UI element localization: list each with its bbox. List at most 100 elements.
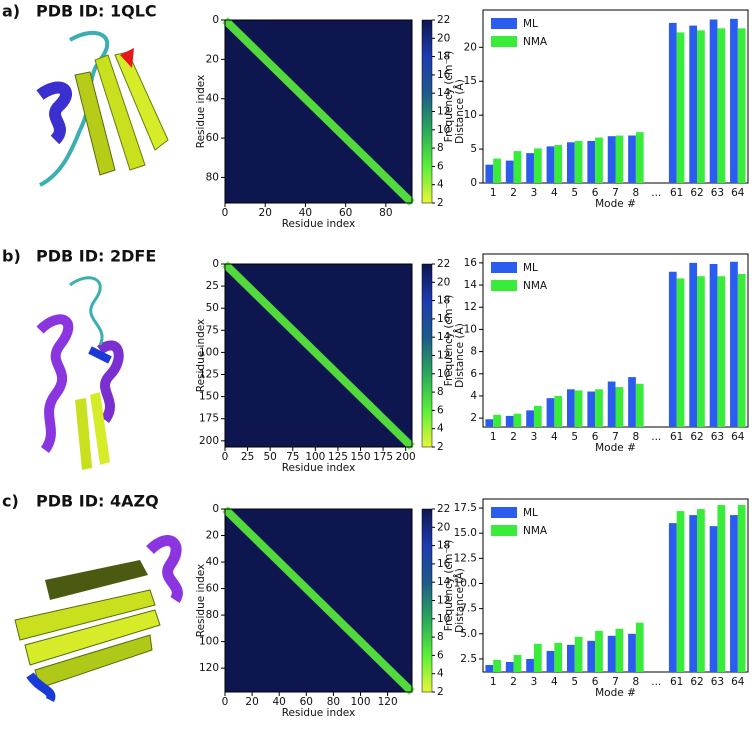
x-tick-label: 0 — [222, 696, 229, 708]
legend-swatch — [491, 507, 517, 518]
y-tick-label: 25 — [206, 280, 219, 292]
x-tick-label: 100 — [350, 696, 370, 708]
colorbar-tick-label: 8 — [437, 142, 444, 154]
x-tick-label: 2 — [510, 187, 517, 199]
heatmap-diagonal — [222, 261, 415, 450]
y-tick-label: 175 — [199, 413, 219, 425]
bar — [628, 633, 636, 672]
bar — [668, 22, 677, 183]
legend-label: ML — [523, 262, 538, 274]
bar — [635, 383, 644, 427]
colorbar-tick-label: 18 — [437, 540, 450, 552]
protein-image — [36, 30, 169, 187]
x-tick-label: 62 — [690, 431, 703, 443]
x-tick-label: 20 — [245, 696, 258, 708]
legend-label: NMA — [523, 280, 548, 292]
x-tick-label: 40 — [299, 207, 312, 219]
bar — [595, 137, 603, 183]
bar — [689, 515, 698, 672]
y-tick-label: 150 — [199, 391, 219, 403]
panel-title: PDB ID: 4AZQ — [36, 492, 159, 511]
heatmap-diagonal — [222, 506, 415, 695]
y-tick-label: 8 — [470, 346, 477, 358]
bar — [526, 410, 534, 427]
y-tick-label: 120 — [199, 662, 219, 674]
x-tick-label: 2 — [510, 431, 517, 443]
y-tick-label: 14 — [464, 279, 478, 291]
y-tick-label: 200 — [199, 435, 219, 447]
bar — [513, 151, 522, 183]
bar — [697, 509, 705, 672]
y-tick-label: 50 — [206, 302, 219, 314]
x-tick-label: 3 — [531, 187, 538, 199]
bar — [513, 654, 522, 672]
x-axis-label: Mode # — [595, 198, 636, 210]
panel-label: c) — [2, 492, 19, 511]
x-tick-label: 7 — [612, 187, 619, 199]
bar — [566, 389, 575, 427]
bar — [566, 644, 575, 672]
x-tick-label: 64 — [731, 431, 745, 443]
colorbar-tick-label: 20 — [437, 32, 450, 44]
x-tick-label: ... — [651, 431, 661, 443]
x-tick-label: 200 — [396, 451, 416, 463]
bar — [697, 276, 705, 427]
legend-swatch — [491, 262, 517, 273]
bar — [587, 391, 596, 427]
colorbar-tick-label: 16 — [437, 69, 451, 81]
y-axis-label: Frequency (cm⁻¹) — [443, 540, 455, 632]
colorbar-tick-label: 2 — [437, 686, 444, 698]
x-tick-label: 3 — [531, 431, 538, 443]
x-tick-label: 50 — [263, 451, 276, 463]
bar — [717, 505, 726, 672]
bar — [554, 395, 563, 427]
colorbar-tick-label: 2 — [437, 197, 444, 209]
y-tick-label: 2 — [470, 412, 477, 424]
bar — [493, 414, 501, 427]
y-tick-label: 60 — [206, 132, 219, 144]
legend-label: NMA — [523, 36, 548, 48]
y-axis-label: Residue index — [195, 564, 207, 638]
plot-frame — [224, 19, 413, 204]
bar — [676, 278, 685, 427]
panel-label: b) — [2, 247, 21, 266]
x-tick-label: 80 — [379, 207, 392, 219]
x-tick-label: 25 — [241, 451, 254, 463]
x-tick-label: 2 — [510, 676, 517, 688]
x-tick-label: 61 — [670, 187, 683, 199]
bar — [587, 140, 596, 183]
bar — [615, 628, 624, 672]
legend-swatch — [491, 18, 517, 29]
bar — [668, 523, 677, 672]
colorbar-tick-label: 10 — [437, 124, 450, 136]
bar — [505, 160, 514, 183]
bar — [566, 142, 575, 183]
y-tick-label: 100 — [199, 346, 219, 358]
protein-image — [36, 276, 124, 470]
x-tick-label: 61 — [670, 431, 683, 443]
bar — [554, 642, 563, 672]
bar — [533, 643, 542, 672]
x-tick-label: 62 — [690, 676, 703, 688]
x-tick-label: 7 — [612, 676, 619, 688]
bar — [615, 135, 624, 183]
x-axis-label: Mode # — [595, 442, 636, 454]
colorbar-tick-label: 16 — [437, 313, 451, 325]
y-tick-label: 15 — [464, 75, 477, 87]
y-tick-label: 0 — [470, 177, 477, 189]
y-tick-label: 12 — [464, 301, 477, 313]
bar — [546, 146, 555, 183]
bar — [513, 413, 522, 427]
y-tick-label: 6 — [470, 368, 477, 380]
colorbar-tick-label: 22 — [437, 14, 450, 26]
x-tick-label: 63 — [711, 187, 724, 199]
plot-frame — [224, 263, 413, 448]
y-tick-label: 100 — [199, 636, 219, 648]
bar — [595, 630, 603, 672]
colorbar-tick-label: 6 — [437, 160, 444, 172]
heatmap-diagonal — [222, 17, 415, 206]
x-tick-label: 175 — [373, 451, 393, 463]
x-tick-label: 1 — [490, 187, 497, 199]
x-tick-label: 8 — [633, 676, 640, 688]
x-tick-label: 61 — [670, 676, 683, 688]
